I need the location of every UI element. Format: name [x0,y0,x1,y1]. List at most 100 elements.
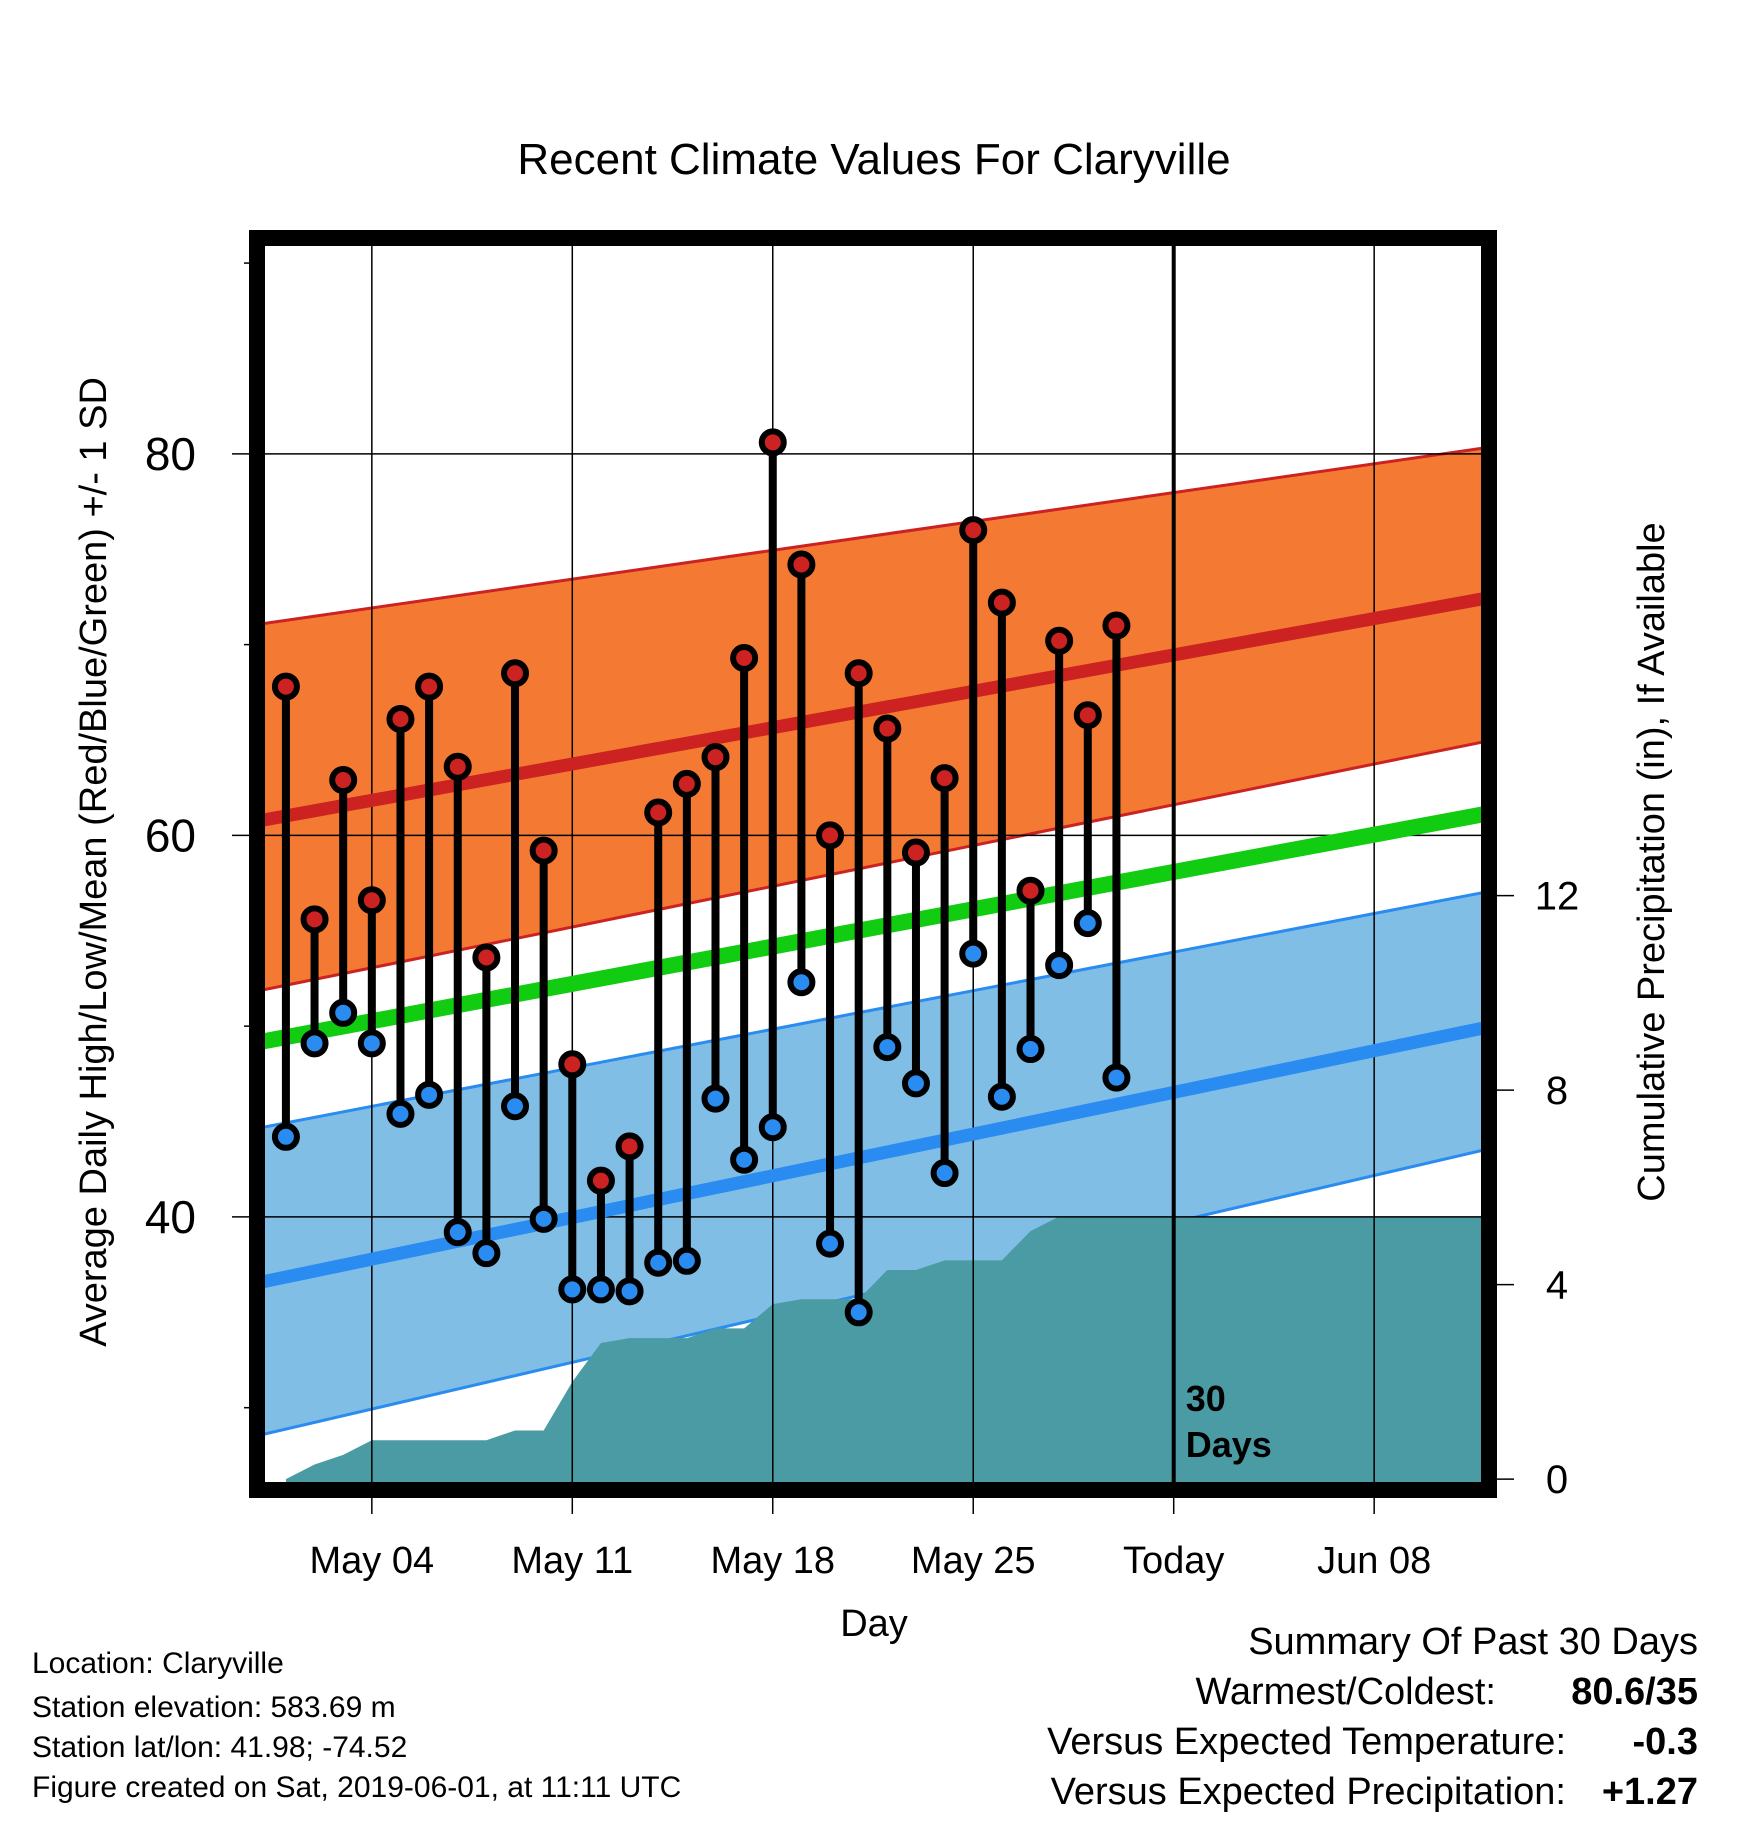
today-days-label-1: Days [1186,1424,1272,1465]
daily-low-point-9 [501,1092,530,1121]
daily-high-point-23 [901,838,930,867]
y-left-tick-label-1: 60 [145,809,196,861]
cumulative-precip-area [285,1216,1483,1484]
y-axis-label-right: Cumulative Precipitation (in), If Availa… [1631,522,1673,1201]
plot-frame [249,230,1497,1498]
normal-high-line [263,592,1483,827]
daily-high-point-3 [329,766,358,795]
daily-low-point-22 [873,1033,902,1062]
daily-high-point-4 [357,886,386,915]
daily-low-point-28 [1045,951,1074,980]
chart-title: Recent Climate Values For Claryville [517,135,1230,184]
x-tick-label-3: May 25 [911,1540,1036,1582]
daily-high-point-26 [987,588,1016,617]
x-axis-label: Day [840,1603,908,1645]
daily-high-point-2 [300,905,329,934]
high-sd-upper-edge [263,446,1483,626]
daily-low-point-5 [386,1099,415,1128]
x-tick-label-4: Today [1123,1540,1224,1582]
daily-high-point-7 [443,752,472,781]
daily-high-point-29 [1073,701,1102,730]
warmest-coldest-value: 80.6/35 [1571,1671,1698,1713]
y-right-tick-label-0: 0 [1546,1458,1568,1502]
daily-high-point-16 [701,743,730,772]
x-tick-label-2: May 18 [710,1540,835,1582]
daily-low-point-23 [901,1069,930,1098]
daily-low-point-1 [271,1122,300,1151]
daily-low-point-24 [930,1159,959,1188]
x-tick-label-5: Jun 08 [1317,1540,1431,1582]
daily-low-point-29 [1073,909,1102,938]
daily-high-point-30 [1102,611,1131,640]
y-right-tick-label-1: 4 [1546,1264,1568,1308]
created-text: Figure created on Sat, 2019-06-01, at 11… [32,1771,681,1804]
daily-high-point-19 [787,550,816,579]
daily-low-point-13 [615,1277,644,1306]
daily-low-point-12 [586,1275,615,1304]
precip-vs-expected-value: +1.27 [1602,1771,1698,1813]
daily-high-point-15 [672,769,701,798]
y-right-tick-label-2: 8 [1546,1069,1568,1113]
daily-high-point-27 [1016,876,1045,905]
temp-vs-expected-value: -0.3 [1633,1721,1698,1763]
daily-high-point-22 [873,714,902,743]
daily-high-point-6 [415,672,444,701]
x-tick-label-1: May 11 [511,1540,633,1582]
high-sd-lower-edge [263,740,1483,992]
y-left-tick-label-0: 40 [145,1191,196,1243]
daily-high-point-11 [558,1050,587,1079]
daily-high-point-9 [501,659,530,688]
daily-low-point-2 [300,1029,329,1058]
daily-high-point-13 [615,1132,644,1161]
daily-low-point-16 [701,1084,730,1113]
daily-low-point-19 [787,968,816,997]
warmest-coldest-label: Warmest/Coldest: [1195,1671,1496,1713]
daily-high-point-18 [758,428,787,457]
daily-high-point-10 [529,836,558,865]
daily-low-point-27 [1016,1035,1045,1064]
daily-low-point-21 [844,1298,873,1327]
daily-high-point-24 [930,764,959,793]
normal-mean-line [263,806,1483,1050]
daily-low-point-3 [329,998,358,1027]
daily-high-point-8 [472,943,501,972]
daily-high-point-12 [586,1166,615,1195]
elevation-text: Station elevation: 583.69 m [32,1691,396,1724]
plot-interior [263,244,1483,1484]
x-tick-label-0: May 04 [310,1540,435,1582]
latlon-text: Station lat/lon: 41.98; -74.52 [32,1731,407,1764]
temp-vs-expected-label: Versus Expected Temperature: [1047,1721,1566,1763]
daily-low-point-25 [959,939,988,968]
daily-low-point-11 [558,1275,587,1304]
high-sd-band [263,448,1483,990]
daily-low-point-17 [730,1145,759,1174]
y-left-tick-label-2: 80 [145,428,196,480]
daily-low-point-15 [672,1246,701,1275]
daily-high-point-5 [386,705,415,734]
daily-high-point-17 [730,643,759,672]
daily-low-point-4 [357,1029,386,1058]
daily-high-point-14 [644,798,673,827]
plot-area: 30 Days 40 60 80 0 4 8 12 May 04 May 11 May 18 May 2… [145,230,1580,1582]
summary-heading: Summary Of Past 30 Days [1248,1621,1698,1663]
daily-high-point-20 [816,821,845,850]
daily-low-point-8 [472,1239,501,1268]
low-sd-upper-edge [263,891,1483,1129]
daily-high-point-1 [271,672,300,701]
y-right-tick-label-3: 12 [1535,875,1580,919]
daily-low-point-20 [816,1229,845,1258]
daily-low-point-18 [758,1113,787,1142]
daily-low-point-7 [443,1218,472,1247]
daily-low-point-14 [644,1248,673,1277]
daily-high-point-21 [844,659,873,688]
daily-low-point-10 [529,1204,558,1233]
daily-high-point-25 [959,516,988,545]
location-text: Location: Claryville [32,1647,284,1680]
summary-panel: Summary Of Past 30 Days Warmest/Coldest:… [1047,1621,1698,1813]
y-axis-label-left: Average Daily High/Low/Mean (Red/Blue/Gr… [73,377,115,1347]
daily-low-point-26 [987,1082,1016,1111]
precip-vs-expected-label: Versus Expected Precipitation: [1051,1771,1566,1813]
station-info: Location: Claryville Station elevation: … [32,1647,681,1804]
daily-low-point-30 [1102,1063,1131,1092]
